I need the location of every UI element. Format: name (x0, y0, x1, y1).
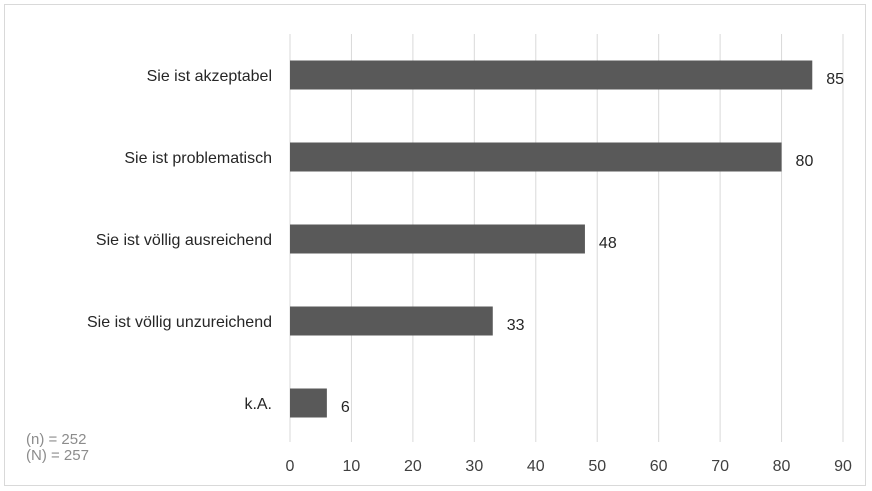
chart-frame (4, 4, 866, 486)
bar (290, 142, 782, 172)
bar (290, 60, 813, 90)
data-label: 85 (826, 71, 844, 88)
x-tick-label: 60 (650, 458, 668, 475)
category-label: k.A. (244, 396, 272, 413)
data-label: 48 (599, 235, 617, 252)
x-tick-label: 30 (465, 458, 483, 475)
bar (290, 306, 493, 336)
data-label: 80 (796, 153, 814, 170)
data-label: 6 (341, 399, 350, 416)
x-tick-label: 90 (834, 458, 852, 475)
gridlines (289, 34, 844, 442)
x-tick-label: 80 (773, 458, 791, 475)
x-tick-label: 0 (286, 458, 295, 475)
x-tick-label: 10 (343, 458, 361, 475)
data-label: 33 (507, 317, 525, 334)
category-label: Sie ist akzeptabel (147, 68, 272, 85)
x-tick-label: 50 (588, 458, 606, 475)
bar (290, 224, 585, 254)
x-tick-label: 20 (404, 458, 422, 475)
category-label: Sie ist völlig unzureichend (87, 314, 272, 331)
category-label: Sie ist völlig ausreichend (96, 232, 272, 249)
bars (290, 60, 813, 418)
sample-n-note: (n) = 252 (26, 431, 87, 448)
bar (290, 388, 327, 418)
sample-size-notes: (n) = 252 (N) = 257 (26, 432, 89, 464)
x-tick-label: 40 (527, 458, 545, 475)
category-label: Sie ist problematisch (124, 150, 272, 167)
sample-N-note: (N) = 257 (26, 447, 89, 464)
x-tick-label: 70 (711, 458, 729, 475)
labels: 0 10 20 30 40 50 60 70 80 90 Sie ist akzeptabel 85 S… (87, 68, 852, 475)
